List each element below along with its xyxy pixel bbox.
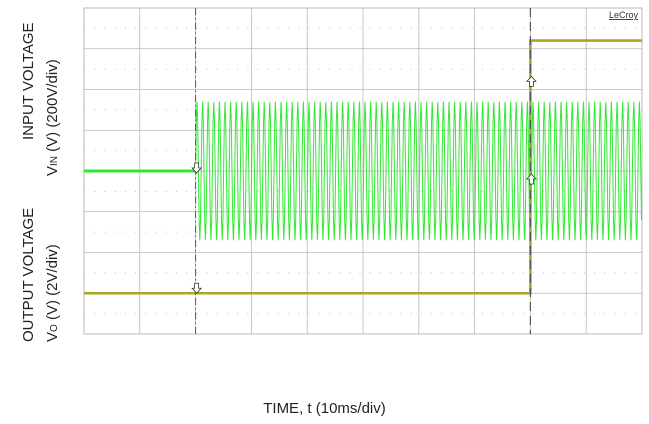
y-label-output: OUTPUT VOLTAGE bbox=[20, 208, 37, 342]
y-label-output-sub: O bbox=[49, 324, 60, 332]
y-label-input-v: V bbox=[44, 165, 61, 176]
x-axis-label: TIME, t (10ms/div) bbox=[263, 400, 386, 417]
y-label-output-unit: (V) (2V/div) bbox=[44, 244, 61, 325]
y-label-input-sub: IN bbox=[49, 155, 60, 166]
brand-logo: LeCroy bbox=[609, 10, 639, 20]
y-label-input-title: INPUT VOLTAGE bbox=[20, 22, 37, 140]
y-label-input: INPUT VOLTAGE bbox=[20, 22, 37, 140]
y-label-input-units: VIN (V) (200V/div) bbox=[44, 59, 61, 176]
input-trace-ac bbox=[195, 101, 642, 241]
y-label-output-v: V bbox=[44, 331, 61, 342]
y-label-output-units: VO (V) (2V/div) bbox=[44, 244, 61, 342]
cursors bbox=[191, 8, 537, 334]
cursor-1-output-marker bbox=[191, 282, 202, 294]
cursor-1-input-marker bbox=[191, 162, 202, 174]
y-label-input-unit: (V) (200V/div) bbox=[44, 59, 61, 156]
cursor-2-input-marker bbox=[526, 173, 537, 185]
cursor-2-output-marker bbox=[526, 75, 537, 87]
y-label-output-title: OUTPUT VOLTAGE bbox=[20, 207, 37, 342]
